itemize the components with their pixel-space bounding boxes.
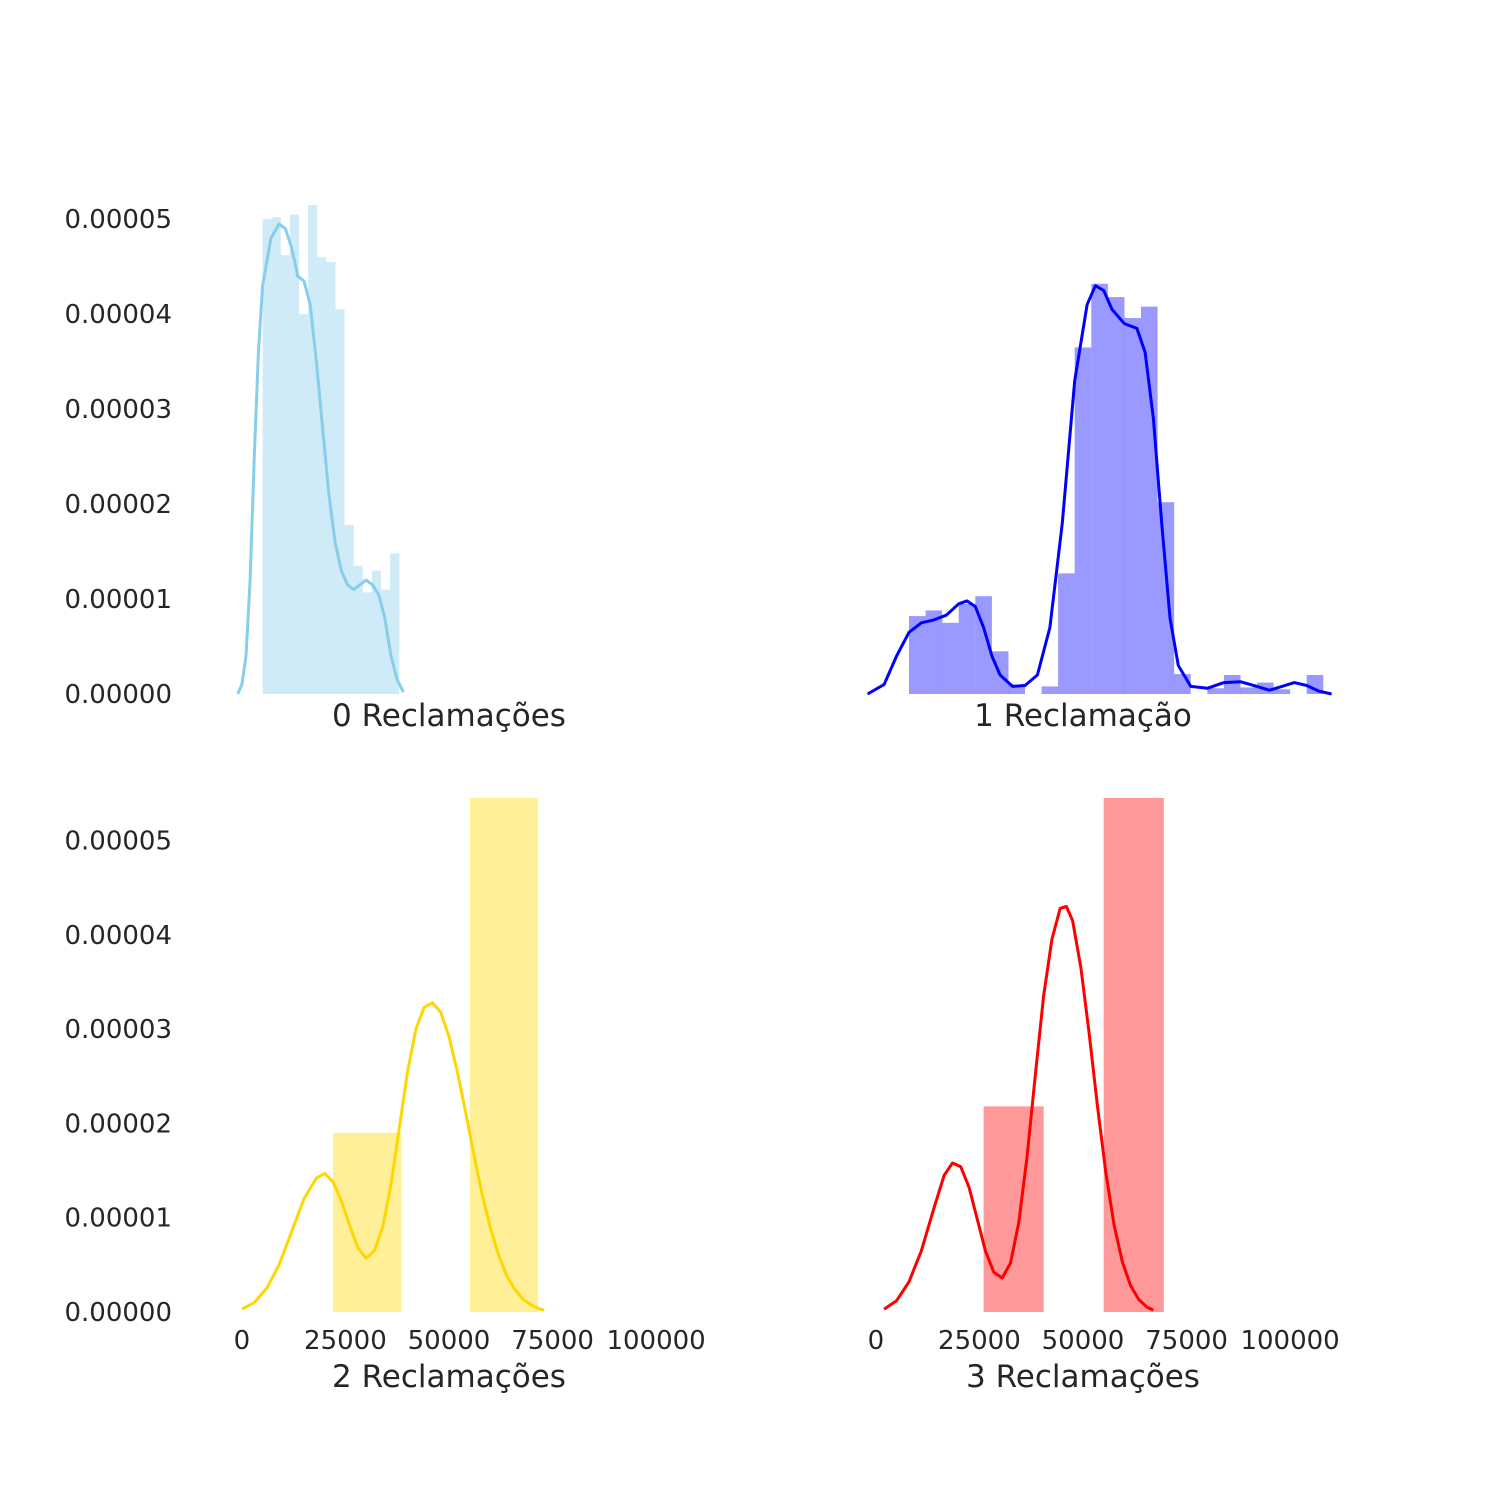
histogram-bar [1273,689,1291,694]
histogram-bar [1141,306,1158,694]
histogram-bar [1306,675,1324,694]
y-tick-label: 0.00003 [64,1015,172,1045]
histogram-bar [958,603,976,694]
histogram-bar [1103,798,1164,1312]
histogram-bar [271,217,281,695]
y-tick-label: 0.00001 [64,585,172,615]
x-axis-label: 1 Reclamação [974,698,1192,734]
histogram-bar [1107,297,1125,694]
kde-line [236,222,405,695]
histogram-bar [308,205,318,694]
histogram-bar [353,565,363,694]
histogram-bar [925,610,943,694]
histogram-bar [942,622,959,694]
kde-line [241,1001,545,1312]
histogram-bar [1074,347,1092,694]
histogram-bar [299,314,309,694]
histogram-bar [983,1106,1044,1312]
x-tick-label: 75000 [511,1326,594,1356]
histogram-bar [381,589,391,694]
x-tick-label: 75000 [1145,1326,1228,1356]
histogram-bar [362,592,372,694]
x-tick-label: 0 [234,1326,251,1356]
x-tick-label: 0 [868,1326,885,1356]
histogram-bar [1157,502,1175,694]
y-tick-label: 0.00005 [64,205,172,235]
y-tick-label: 0.00000 [64,680,172,710]
histogram-bar [1008,684,1025,694]
x-tick-label: 25000 [304,1326,387,1356]
y-tick-label: 0.00004 [64,921,172,951]
x-axis-label: 0 Reclamações [332,698,566,734]
histogram-bar [262,219,272,694]
subplot-0: 0.00000 0.00001 0.00002 0.00003 0.00004 0.000… [64,205,566,734]
histogram-bar [1058,573,1075,694]
histogram-bar [1223,675,1241,694]
histogram-bar [1091,283,1108,694]
y-tick-label: 0.00003 [64,395,172,425]
x-tick-label: 100000 [1240,1326,1339,1356]
y-tick-label: 0.00001 [64,1204,172,1234]
y-tick-label: 0.00004 [64,300,172,330]
x-axis-label: 2 Reclamações [332,1359,566,1395]
histogram-bar [390,553,400,694]
x-axis-label: 3 Reclamações [966,1359,1200,1395]
histogram-bar [326,262,336,694]
x-tick-label: 50000 [1042,1326,1125,1356]
histogram-bar [469,798,539,1312]
y-tick-label: 0.00002 [64,490,172,520]
y-tick-label: 0.00002 [64,1109,172,1139]
x-tick-label: 50000 [408,1326,491,1356]
histogram-bar [371,570,381,694]
histogram-bar [909,616,926,694]
histogram-bar [280,255,290,695]
histogram-bar [289,214,299,694]
histogram-bar [344,525,354,694]
subplot-3: 0 25000 50000 75000 100000 3 Reclamações [868,798,1340,1395]
histogram-bar [335,309,345,694]
x-tick-label: 25000 [938,1326,1021,1356]
histogram-bar [1207,688,1224,694]
kde-line [866,284,1332,696]
subplot-2: 0.00000 0.00001 0.00002 0.00003 0.00004 0.000… [64,798,706,1395]
histogram-bar [1240,687,1257,694]
y-tick-label: 0.00000 [64,1298,172,1328]
kde-line [883,905,1155,1312]
histogram-bar [1124,318,1141,694]
x-tick-label: 100000 [606,1326,705,1356]
histogram-bar [317,257,327,694]
subplot-1: 1 Reclamação [866,283,1332,734]
histogram-bar [1041,686,1059,694]
histogram-bar [333,1132,402,1312]
y-tick-label: 0.00005 [64,826,172,856]
